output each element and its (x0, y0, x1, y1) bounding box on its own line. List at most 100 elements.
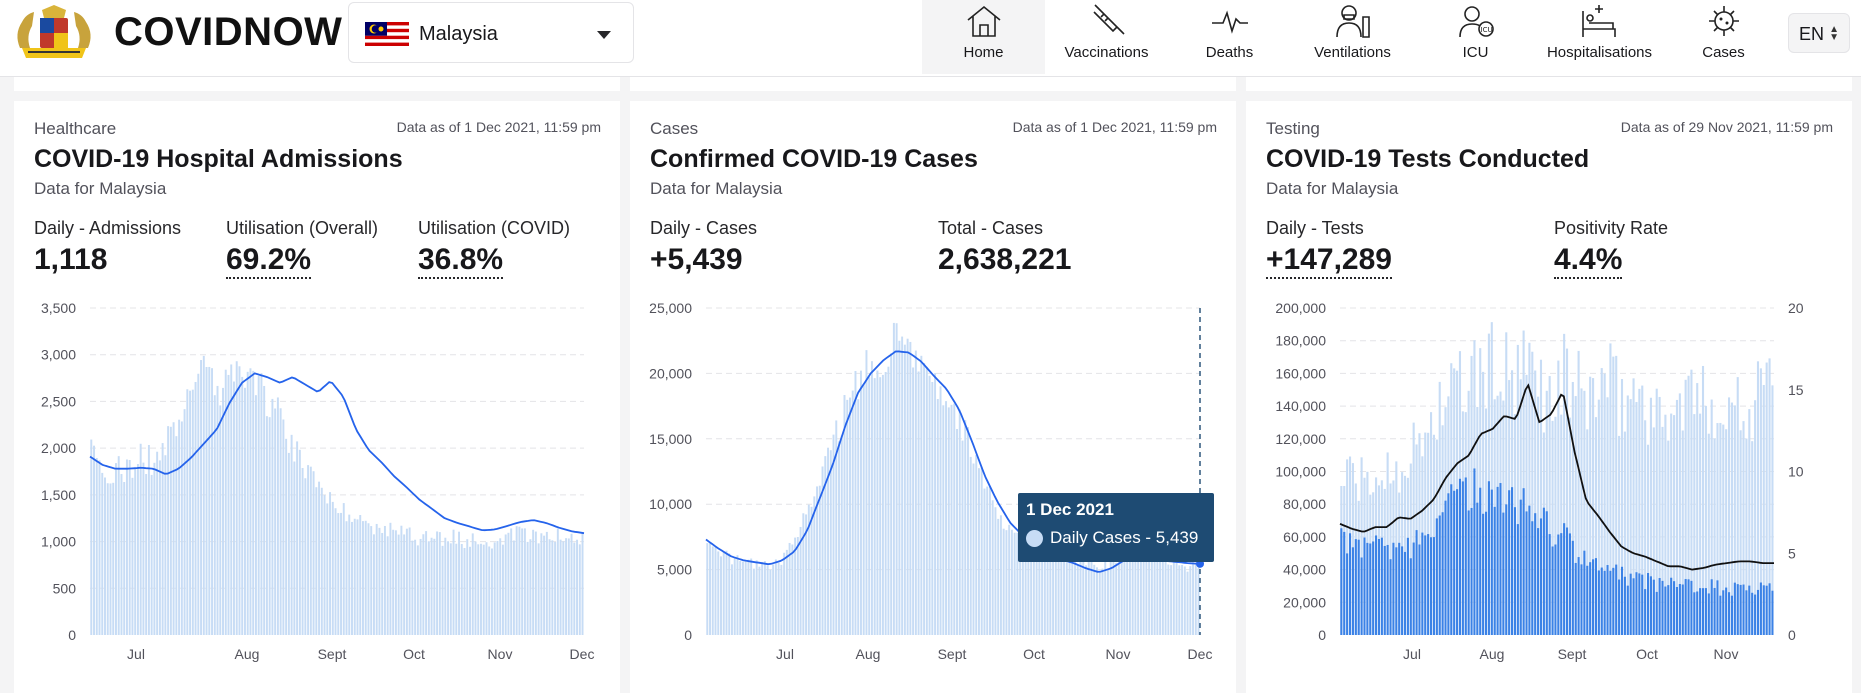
bar (1571, 540, 1574, 635)
nav-cases[interactable]: Cases (1662, 0, 1785, 74)
bar (556, 528, 559, 635)
bar (1710, 399, 1713, 635)
bar (1675, 586, 1679, 635)
y-tick-label: 40,000 (1283, 562, 1326, 578)
bar (507, 532, 510, 635)
bar (1551, 420, 1554, 635)
bar (1002, 528, 1005, 635)
bar (788, 542, 791, 635)
bar (1126, 561, 1129, 635)
bar (975, 454, 978, 635)
nav-icu[interactable]: ICU ICU (1414, 0, 1537, 74)
bar (794, 537, 797, 635)
bar (1626, 395, 1629, 635)
bar (1096, 567, 1098, 635)
bar (1005, 530, 1008, 635)
bar (304, 478, 307, 635)
bar (1145, 550, 1148, 635)
x-tick-label: Jul (127, 646, 145, 662)
bar (158, 460, 161, 635)
stat-value-tooltip[interactable]: 69.2% (226, 243, 312, 279)
nav-home[interactable]: Home (922, 0, 1045, 74)
bar (1076, 565, 1079, 635)
admissions-chart[interactable]: 0 500 1,000 1,500 2,000 2,500 3,000 3,500 Jul Aug… (14, 101, 620, 693)
bar (447, 541, 450, 635)
bar (496, 541, 499, 635)
bar (1470, 507, 1473, 635)
bar (438, 532, 441, 635)
brand-title[interactable]: COVIDNOW (114, 10, 343, 54)
bar (1554, 416, 1557, 635)
bar (901, 336, 904, 635)
malaysia-crest-logo[interactable] (12, 4, 96, 62)
bar (246, 371, 249, 635)
stat-value: +5,439 (650, 243, 743, 276)
stat-label: Positivity Rate (1554, 218, 1669, 238)
bar (1652, 427, 1655, 635)
bar (147, 444, 150, 635)
bar (1609, 570, 1612, 635)
bar (1493, 506, 1496, 635)
bar (1583, 390, 1586, 635)
bar (1560, 533, 1563, 635)
bar (1612, 567, 1615, 635)
bar (988, 486, 991, 635)
stat-value-tooltip[interactable]: 36.8% (418, 243, 504, 279)
bar (1638, 388, 1641, 635)
bar (1513, 507, 1516, 635)
bar (1183, 566, 1186, 635)
bar (1409, 463, 1412, 635)
bar (356, 519, 359, 635)
bar (1693, 592, 1696, 635)
bar (1667, 585, 1670, 635)
icu-doctor-icon: ICU (1459, 6, 1494, 38)
bar (109, 483, 112, 635)
bar (1142, 551, 1145, 635)
nav-hospitalisations[interactable]: Hospitalisations (1537, 0, 1662, 74)
stat-value-tooltip[interactable]: 4.4% (1554, 243, 1623, 279)
card-strip (630, 77, 1236, 91)
bar (1736, 584, 1739, 635)
bar (763, 561, 766, 635)
nav-ventilations-label: Ventilations (1314, 44, 1391, 61)
x-tick-label: Sept (1558, 646, 1587, 662)
bar (1035, 544, 1038, 635)
data-as-of: Data as of 29 Nov 2021, 11:59 pm (1620, 119, 1833, 135)
bar (1620, 566, 1624, 635)
bar (1670, 577, 1673, 635)
bar (1150, 557, 1153, 635)
tests-conducted-card: Testing Data as of 29 Nov 2021, 11:59 pm… (1246, 101, 1852, 693)
nav-ventilations[interactable]: Ventilations (1291, 0, 1414, 74)
bar (1646, 573, 1650, 635)
nav-vaccinations[interactable]: Vaccinations (1045, 0, 1168, 74)
bar (1453, 490, 1456, 635)
bar (920, 355, 923, 635)
bar (315, 487, 318, 635)
bar (570, 533, 573, 635)
language-select[interactable]: EN ▲ ▼ (1788, 13, 1850, 53)
bar (1609, 343, 1612, 635)
stat-label: Total - Cases (938, 218, 1044, 238)
bar (1678, 583, 1681, 635)
tests-chart[interactable]: 0 20,000 40,000 60,000 80,000 100,000 120,000 1… (1246, 101, 1852, 693)
bar (150, 474, 153, 635)
bar (463, 547, 466, 635)
cases-chart[interactable]: 0 5,000 10,000 15,000 20,000 25,000 Jul Aug Sept… (630, 101, 1236, 693)
bar (265, 416, 268, 635)
bar (731, 564, 733, 635)
bar (903, 344, 906, 635)
country-select[interactable]: Malaysia (348, 2, 634, 63)
stat-label: Utilisation (Overall) (226, 218, 379, 238)
y-tick-label: 100,000 (1275, 464, 1326, 480)
bar (353, 518, 356, 635)
stat-value-tooltip[interactable]: +147,289 (1266, 243, 1392, 279)
bar (485, 542, 488, 635)
nav-deaths[interactable]: Deaths (1168, 0, 1291, 74)
bar (548, 539, 551, 635)
bar (1600, 368, 1603, 635)
bar (392, 529, 395, 635)
bar (1427, 432, 1430, 635)
bar (526, 541, 529, 635)
bar (372, 534, 375, 635)
bar (1722, 424, 1725, 635)
